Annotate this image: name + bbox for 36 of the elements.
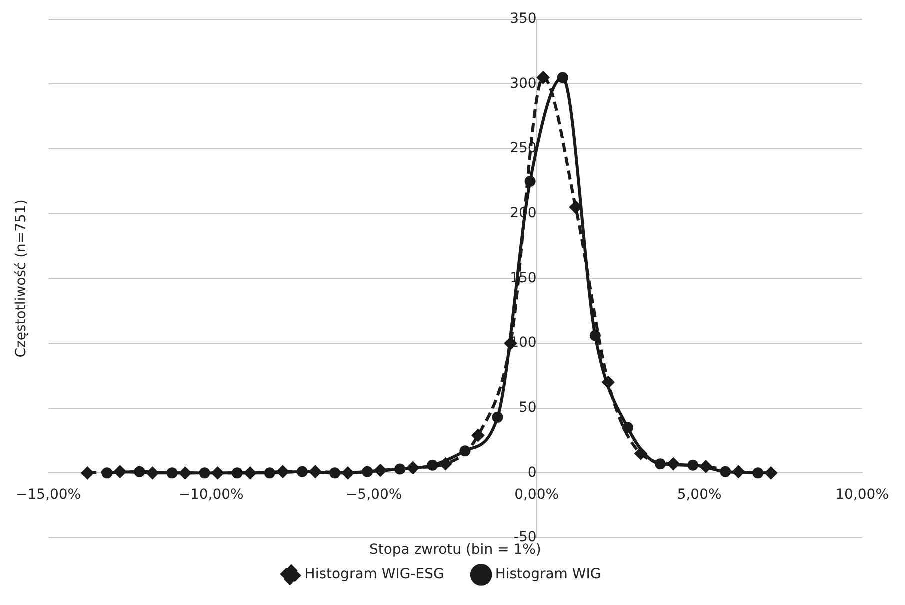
point [492,412,504,423]
x-tick-label: −10,00% [178,487,244,504]
point [622,422,634,434]
point [557,72,568,84]
point [114,465,127,478]
point [244,466,257,480]
point [634,447,648,460]
x-tick-label: 5,00% [677,487,722,504]
y-tick-label: 350 [510,11,537,28]
x-tick-label: −5,00% [346,487,402,504]
y-tick-label: 300 [510,76,537,92]
point [178,466,192,480]
y-tick-label: 50 [518,400,537,416]
point [211,466,224,480]
point [667,458,680,471]
point [602,376,615,389]
legend-label: Histogram WIG-ESG [304,566,444,583]
x-tick-label: 10,00% [836,487,890,504]
x-axis-title: Stopa zwrotu (bin = 1%) [369,542,542,558]
y-tick-label: 0 [528,464,537,481]
point [81,466,94,480]
y-axis-title: Częstotliwość (n=751) [14,200,30,358]
point [276,465,290,478]
legend-label: Histogram WIG [495,566,602,583]
point [146,466,160,480]
x-tick-label: −15,00% [16,487,82,504]
point [342,466,355,480]
point [536,71,550,84]
point [472,429,485,442]
point [374,464,388,478]
point [764,466,778,480]
point [406,461,420,474]
point [308,465,322,478]
point [700,460,713,474]
point [732,465,746,478]
x-tick-label: 0,00% [514,487,560,504]
